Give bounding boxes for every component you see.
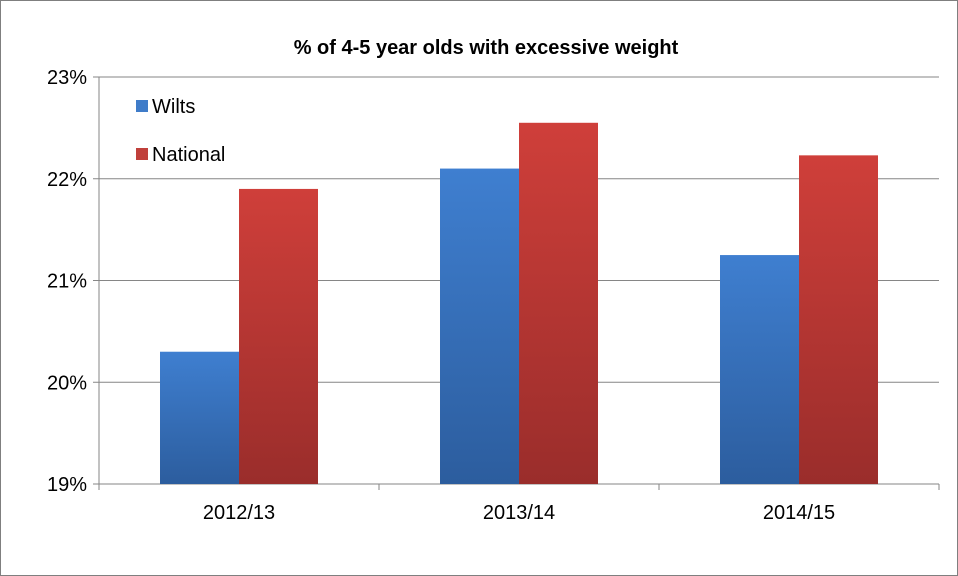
chart-title: % of 4-5 year olds with excessive weight [294,37,679,59]
legend-label-wilts: Wilts [152,96,195,118]
x-tick-label-2: 2014/15 [763,502,835,524]
y-tick-label-2: 21% [47,271,87,293]
bar-national-0 [239,188,318,485]
legend-label-national: National [152,144,225,166]
y-tick-label-3: 22% [47,169,87,191]
bars [160,122,878,485]
y-tick-label-0: 19% [47,474,87,496]
bar-wilts-0 [160,351,239,484]
x-tick-label-1: 2013/14 [483,502,555,524]
y-tick-label-1: 20% [47,372,87,394]
legend: Wilts National [136,96,225,166]
bar-national-1 [519,122,598,484]
bar-wilts-2 [720,255,799,484]
legend-swatch-national [136,148,148,160]
x-tick-label-0: 2012/13 [203,502,275,524]
y-tick-label-4: 23% [47,67,87,89]
bar-national-2 [799,155,878,484]
legend-swatch-wilts [136,100,148,112]
bar-wilts-1 [440,168,519,484]
